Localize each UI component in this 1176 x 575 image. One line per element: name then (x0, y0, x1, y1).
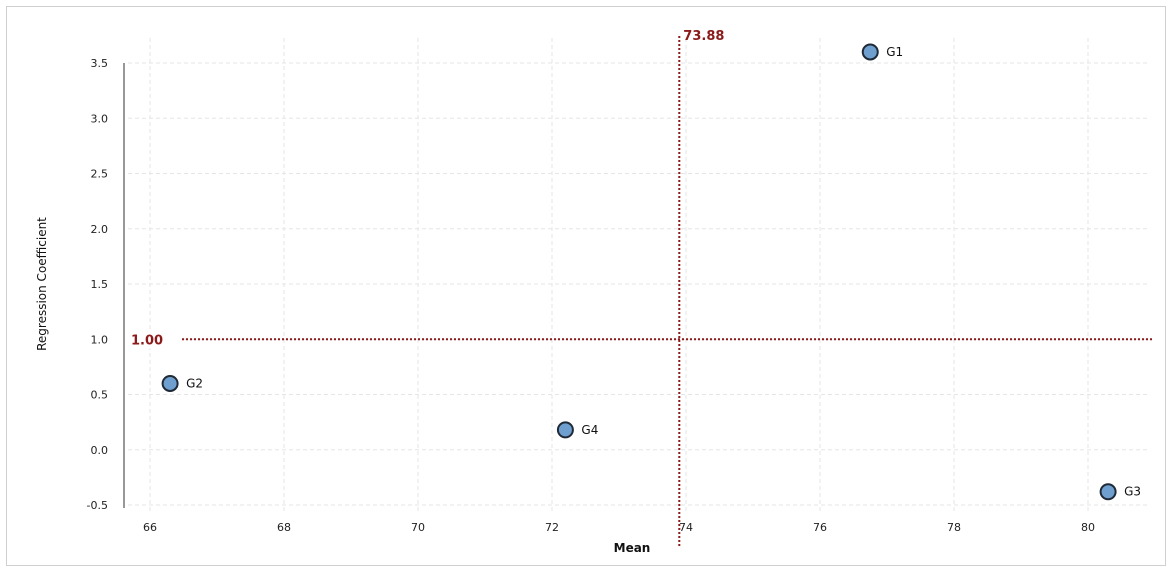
x-tick-labels: 66 68 70 72 74 76 78 80 (143, 521, 1095, 534)
y-tick-label: 1.5 (91, 278, 109, 291)
point-label: G2 (186, 376, 203, 390)
reference-label-background (126, 330, 182, 349)
x-tick-label: 74 (679, 521, 693, 534)
x-tick-label: 80 (1081, 521, 1095, 534)
y-tick-label: 0.0 (91, 444, 109, 457)
data-points: G1 G2 G3 G4 (161, 43, 1141, 501)
y-tick-label: 1.0 (91, 333, 109, 346)
x-tick-label: 66 (143, 521, 157, 534)
horizontal-reference-label: 1.00 (131, 333, 163, 348)
y-tick-label: 3.0 (91, 112, 109, 125)
data-point (556, 421, 574, 439)
data-point (861, 43, 879, 61)
vertical-reference-label: 73.88 (683, 29, 724, 44)
y-tick-label: 2.5 (91, 168, 109, 181)
y-tick-label: 3.5 (91, 57, 109, 70)
point-label: G4 (581, 423, 598, 437)
x-axis-title: Mean (614, 541, 651, 555)
data-point (161, 374, 179, 392)
x-tick-label: 76 (813, 521, 827, 534)
y-tick-labels: -0.5 0.0 0.5 1.0 1.5 2.0 2.5 3.0 3.5 (87, 57, 108, 512)
x-tick-label: 68 (277, 521, 291, 534)
y-tick-label: -0.5 (87, 499, 108, 512)
reference-lines: 73.88 1.00 (126, 29, 1152, 548)
grid-lines (128, 38, 1150, 512)
x-tick-label: 72 (545, 521, 559, 534)
x-tick-label: 78 (947, 521, 961, 534)
y-tick-label: 0.5 (91, 389, 109, 402)
x-tick-label: 70 (411, 521, 425, 534)
data-point (1099, 483, 1117, 501)
point-label: G3 (1124, 485, 1141, 499)
y-axis-title: Regression Coefficient (35, 217, 49, 351)
chart-frame (6, 6, 1166, 566)
y-tick-label: 2.0 (91, 223, 109, 236)
point-label: G1 (886, 45, 903, 59)
